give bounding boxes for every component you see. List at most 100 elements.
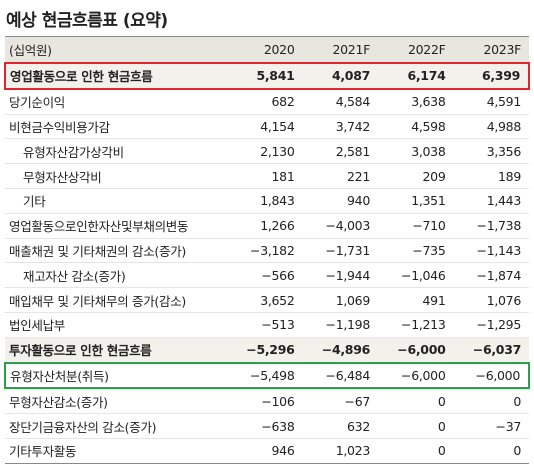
year-header: 2021F (302, 36, 378, 64)
row-label: 투자활동으로 인한 현금흐름 (5, 337, 227, 364)
row-label: 유형자산감가상각비 (5, 138, 227, 165)
table-row: 투자활동으로 인한 현금흐름 −5,296 −4,896 −6,000 −6,037 (5, 337, 529, 364)
row-label: 무형자산상각비 (5, 163, 227, 189)
year-header: 2020 (227, 36, 303, 64)
table-row: 법인세납부 −513 −1,198 −1,213 −1,295 (5, 312, 529, 338)
row-value: 4,598 (378, 114, 454, 140)
row-value: 0 (453, 388, 529, 415)
row-label: 재고자산 감소(증가) (5, 262, 227, 289)
unit-header: (십억원) (5, 36, 227, 64)
row-value: 181 (227, 163, 303, 189)
row-value: 1,843 (227, 188, 303, 214)
row-value: 221 (302, 163, 378, 189)
row-value: −1,295 (453, 312, 529, 338)
row-value: −6,000 (378, 361, 454, 390)
row-value: 1,443 (453, 188, 529, 214)
row-value: 946 (227, 438, 303, 464)
row-label: 무형자산감소(증가) (5, 388, 227, 415)
row-value: 3,356 (453, 138, 529, 165)
table-row: 당기순이익 682 4,584 3,638 4,591 (5, 88, 529, 115)
table-row: 영업활동으로 인한 현금흐름 5,841 4,087 6,174 6,399 (4, 62, 530, 90)
row-value: −566 (227, 262, 303, 289)
row-value: 4,591 (453, 88, 529, 115)
table-row: 무형자산상각비 181 221 209 189 (5, 163, 529, 189)
row-value: −5,498 (227, 361, 303, 390)
table-row: 기타투자활동 946 1,023 0 0 (5, 438, 529, 464)
table-row: 매출채권 및 기타채권의 감소(증가) −3,182 −1,731 −735 −1,14… (5, 238, 529, 264)
row-value: −6,000 (453, 361, 530, 390)
row-value: 6,174 (378, 62, 454, 90)
year-header: 2023F (453, 36, 529, 64)
row-value: −1,046 (378, 262, 454, 289)
table-row: 유형자산처분(취득) −5,498 −6,484 −6,000 −6,000 (4, 361, 530, 390)
year-header: 2022F (378, 36, 454, 64)
row-value: 940 (302, 188, 378, 214)
row-label: 유형자산처분(취득) (4, 361, 227, 390)
row-value: −6,000 (378, 337, 454, 364)
row-value: 4,154 (227, 114, 303, 140)
table-row: 매입채무 및 기타채무의 증가(감소) 3,652 1,069 491 1,076 (5, 287, 529, 313)
row-value: −735 (378, 238, 454, 264)
row-value: 4,584 (302, 88, 378, 115)
table-row: 재고자산 감소(증가) −566 −1,944 −1,046 −1,874 (5, 262, 529, 289)
row-label: 비현금수익비용가감 (5, 114, 227, 140)
table-row: 유형자산감가상각비 2,130 2,581 3,038 3,356 (5, 138, 529, 165)
row-value: −638 (227, 413, 303, 439)
row-value: −106 (227, 388, 303, 415)
row-value: 0 (378, 438, 454, 464)
row-value: 1,266 (227, 213, 303, 239)
table-title: 예상 현금흐름표 (요약) (6, 11, 168, 31)
row-label: 매출채권 및 기타채권의 감소(증가) (5, 238, 227, 264)
row-value: 0 (453, 438, 529, 464)
table-row: 비현금수익비용가감 4,154 3,742 4,598 4,988 (5, 114, 529, 140)
table-row: 영업활동으로인한자산및부채의변동 1,266 −4,003 −710 −1,738 (5, 213, 529, 239)
row-label: 영업활동으로인한자산및부채의변동 (5, 213, 227, 239)
row-value: −37 (453, 413, 529, 439)
row-value: 491 (378, 287, 454, 313)
row-value: 3,742 (302, 114, 378, 140)
row-value: −710 (378, 213, 454, 239)
row-value: 632 (302, 413, 378, 439)
row-value: 0 (378, 413, 454, 439)
row-value: 189 (453, 163, 529, 189)
row-value: −1,738 (453, 213, 529, 239)
row-value: −1,874 (453, 262, 529, 289)
row-value: 5,841 (227, 62, 303, 90)
row-value: −67 (302, 388, 378, 415)
row-label: 기타투자활동 (5, 438, 227, 464)
row-value: −1,944 (302, 262, 378, 289)
table-row: 장단기금융자산의 감소(증가) −638 632 0 −37 (5, 413, 529, 439)
row-value: 682 (227, 88, 303, 115)
row-value: −6,037 (453, 337, 529, 364)
row-value: −513 (227, 312, 303, 338)
row-label: 법인세납부 (5, 312, 227, 338)
table-row: 무형자산감소(증가) −106 −67 0 0 (5, 388, 529, 415)
row-value: 2,130 (227, 138, 303, 165)
row-label: 당기순이익 (5, 88, 227, 115)
row-value: 3,652 (227, 287, 303, 313)
row-value: −1,198 (302, 312, 378, 338)
row-value: 1,351 (378, 188, 454, 214)
cashflow-table: (십억원) 2020 2021F 2022F 2023F 영업활동으로 인한 현… (4, 36, 530, 464)
row-value: −4,003 (302, 213, 378, 239)
row-label: 영업활동으로 인한 현금흐름 (4, 62, 227, 90)
row-value: 4,087 (302, 62, 378, 90)
row-value: 1,069 (302, 287, 378, 313)
row-label: 기타 (5, 188, 227, 214)
table-row: 기타 1,843 940 1,351 1,443 (5, 188, 529, 214)
row-value: −1,213 (378, 312, 454, 338)
row-value: 2,581 (302, 138, 378, 165)
row-value: −6,484 (302, 361, 378, 390)
row-value: 6,399 (453, 62, 530, 90)
row-value: 1,023 (302, 438, 378, 464)
row-label: 장단기금융자산의 감소(증가) (5, 413, 227, 439)
header-row: (십억원) 2020 2021F 2022F 2023F (5, 36, 529, 64)
row-value: −1,143 (453, 238, 529, 264)
row-value: 3,038 (378, 138, 454, 165)
row-value: −3,182 (227, 238, 303, 264)
row-value: −5,296 (227, 337, 303, 364)
row-value: 3,638 (378, 88, 454, 115)
row-value: 1,076 (453, 287, 529, 313)
row-value: −4,896 (302, 337, 378, 364)
row-value: 209 (378, 163, 454, 189)
